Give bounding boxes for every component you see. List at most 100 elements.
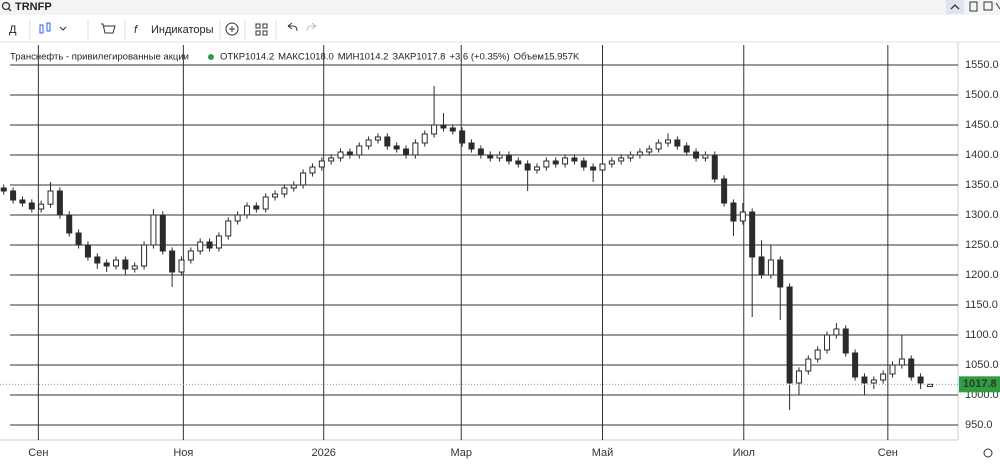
candle-body: [515, 160, 522, 165]
candle-body: [562, 157, 569, 165]
candle-body: [618, 157, 625, 162]
interval-button[interactable]: Д: [9, 24, 17, 36]
candle-body: [795, 370, 802, 384]
y-tick-label: 1550.0: [965, 59, 999, 71]
candle-body: [880, 373, 887, 381]
candle-body: [702, 154, 709, 159]
y-tick-label: 1200.0: [965, 269, 999, 281]
candle-body: [496, 154, 503, 159]
candle-body: [169, 250, 176, 273]
search-bar: [0, 0, 1000, 15]
instrument-title: Транснефть - привилегированные акции: [10, 52, 189, 63]
collapse-icon: [950, 4, 960, 10]
chart-type-icon[interactable]: [39, 24, 44, 34]
fx-icon[interactable]: f: [134, 24, 138, 36]
candle-body: [403, 148, 410, 156]
candle-body: [94, 256, 101, 264]
collapse-button[interactable]: [946, 0, 964, 14]
y-tick-label: 1250.0: [965, 239, 999, 251]
legend-value: 15.957K: [544, 52, 580, 63]
y-tick-label: 1150.0: [965, 299, 998, 311]
candle-body: [693, 151, 700, 159]
candle-body: [636, 151, 643, 156]
candle-body: [131, 265, 138, 270]
candle-body: [141, 244, 148, 267]
candle-body: [356, 145, 363, 156]
legend-label: ЗАКР: [392, 52, 416, 63]
candle-body: [674, 139, 681, 147]
legend-value: 1017.8: [416, 52, 445, 63]
legend-value: 1014.2: [245, 52, 274, 63]
legend-label: МАКС: [278, 52, 305, 63]
undo-icon[interactable]: [287, 22, 298, 32]
close-button[interactable]: [995, 2, 1000, 10]
y-tick-label: 1450.0: [965, 119, 999, 131]
candle-body: [56, 190, 63, 216]
candle-body: [449, 127, 456, 132]
candle-body: [524, 163, 531, 171]
candle-body: [786, 286, 793, 384]
candle-body: [814, 349, 821, 360]
candle-body: [852, 352, 859, 378]
candle-body: [459, 130, 466, 144]
x-tick-label: Сен: [28, 447, 48, 459]
candle-body: [534, 166, 541, 171]
x-tick-label: Сен: [878, 447, 898, 459]
candle-body: [505, 154, 512, 162]
search-icon[interactable]: [1, 1, 11, 11]
candle-body: [487, 154, 494, 159]
candle-body: [889, 364, 896, 375]
candle-body: [66, 214, 73, 234]
candle-body: [309, 166, 316, 174]
candle-body: [758, 256, 765, 276]
candle-body: [861, 376, 868, 384]
candle-body: [749, 211, 756, 258]
x-tick-label: Май: [592, 447, 614, 459]
window-button[interactable]: [969, 1, 978, 12]
y-tick-label: 950.0: [965, 419, 993, 431]
candle-body: [721, 178, 728, 204]
candle-body: [384, 136, 391, 147]
candle-body: [552, 160, 559, 165]
candle-body: [646, 148, 653, 153]
status-dot: [208, 54, 214, 60]
candle-body: [75, 232, 82, 246]
expand-button[interactable]: [983, 1, 993, 11]
candle-body: [38, 203, 45, 210]
candle-body: [664, 139, 671, 144]
last-price-box: [959, 376, 1000, 393]
candle-body: [711, 154, 718, 180]
add-icon-cross: [229, 26, 235, 32]
add-icon[interactable]: [225, 22, 239, 36]
y-tick-label: 1500.0: [965, 89, 999, 101]
candle-body: [590, 166, 597, 171]
layout-icon[interactable]: [255, 23, 268, 36]
candle-body: [739, 211, 746, 222]
candle-body: [898, 358, 905, 366]
candle-body: [393, 145, 400, 150]
candle-body: [627, 154, 634, 159]
cart-icon[interactable]: [101, 23, 116, 34]
candle-body: [253, 205, 260, 210]
y-tick-label: 1100.0: [965, 329, 998, 341]
legend-label: ОТКР: [220, 52, 245, 63]
candle-body: [477, 148, 484, 156]
symbol[interactable]: TRNFP: [15, 1, 52, 13]
candle-body: [767, 259, 774, 276]
candle-body: [580, 160, 587, 168]
x-tick-label: Июл: [733, 447, 755, 459]
candle-body: [374, 136, 381, 141]
candle-body: [365, 139, 372, 147]
candle-body: [187, 250, 194, 261]
candle-body: [243, 205, 250, 216]
candle-body: [28, 202, 35, 210]
candle-body: [328, 157, 335, 162]
dropdown-icon[interactable]: [59, 26, 67, 31]
settings-icon[interactable]: [983, 448, 993, 458]
candle-body: [599, 163, 606, 171]
candle-body: [47, 190, 54, 205]
redo-icon[interactable]: [306, 22, 317, 32]
indicators-button[interactable]: Индикаторы: [151, 24, 214, 36]
candle-body: [19, 199, 26, 204]
